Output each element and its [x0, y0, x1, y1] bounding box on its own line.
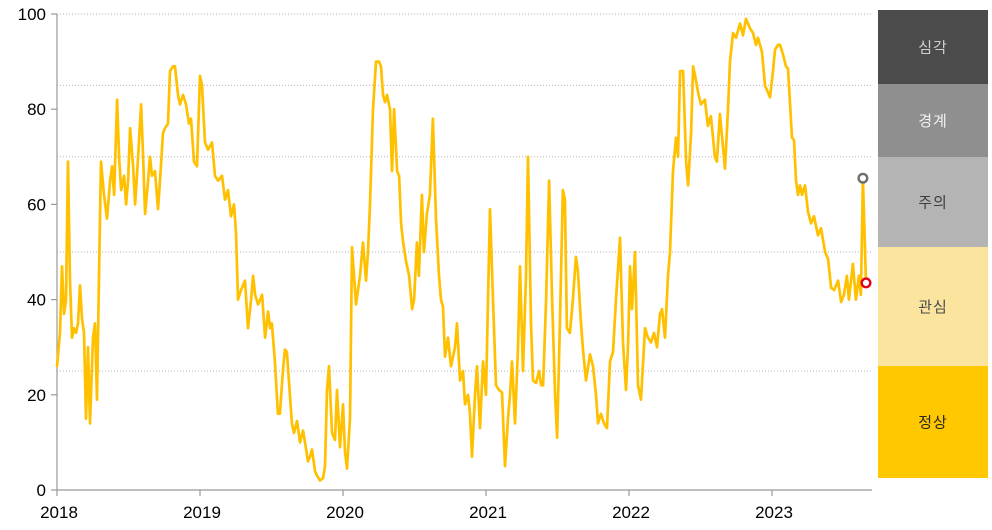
x-tick-label-2020: 2020 — [326, 503, 364, 522]
legend-band-4 — [878, 247, 988, 366]
legend-band-label-1: 심각 — [918, 39, 948, 56]
legend-band-3 — [878, 157, 988, 247]
legend-band-1 — [878, 10, 988, 84]
x-tick-label-2023: 2023 — [755, 503, 793, 522]
x-tick-label-2018: 2018 — [40, 503, 78, 522]
fsi-series-line — [55, 17, 868, 482]
y-tick-label-100: 100 — [18, 5, 46, 24]
gray-open-circle — [857, 172, 869, 184]
y-tick-label-40: 40 — [27, 291, 46, 310]
legend-band-label-2: 경계 — [918, 113, 948, 130]
y-tick-label-20: 20 — [27, 386, 46, 405]
legend-band-5 — [878, 366, 988, 478]
x-tick-label-2022: 2022 — [612, 503, 650, 522]
y-tick-label-0: 0 — [37, 481, 46, 500]
legend-band-label-5: 정상 — [918, 414, 948, 431]
legend-band-label-3: 주의 — [918, 194, 948, 211]
y-tick-label-60: 60 — [27, 195, 46, 214]
y-tick-label-80: 80 — [27, 100, 46, 119]
legend-band-label-4: 관심 — [918, 299, 948, 316]
legend-band-2 — [878, 84, 988, 157]
x-tick-label-2019: 2019 — [183, 503, 221, 522]
red-open-circle — [860, 277, 872, 289]
x-tick-label-2021: 2021 — [469, 503, 507, 522]
